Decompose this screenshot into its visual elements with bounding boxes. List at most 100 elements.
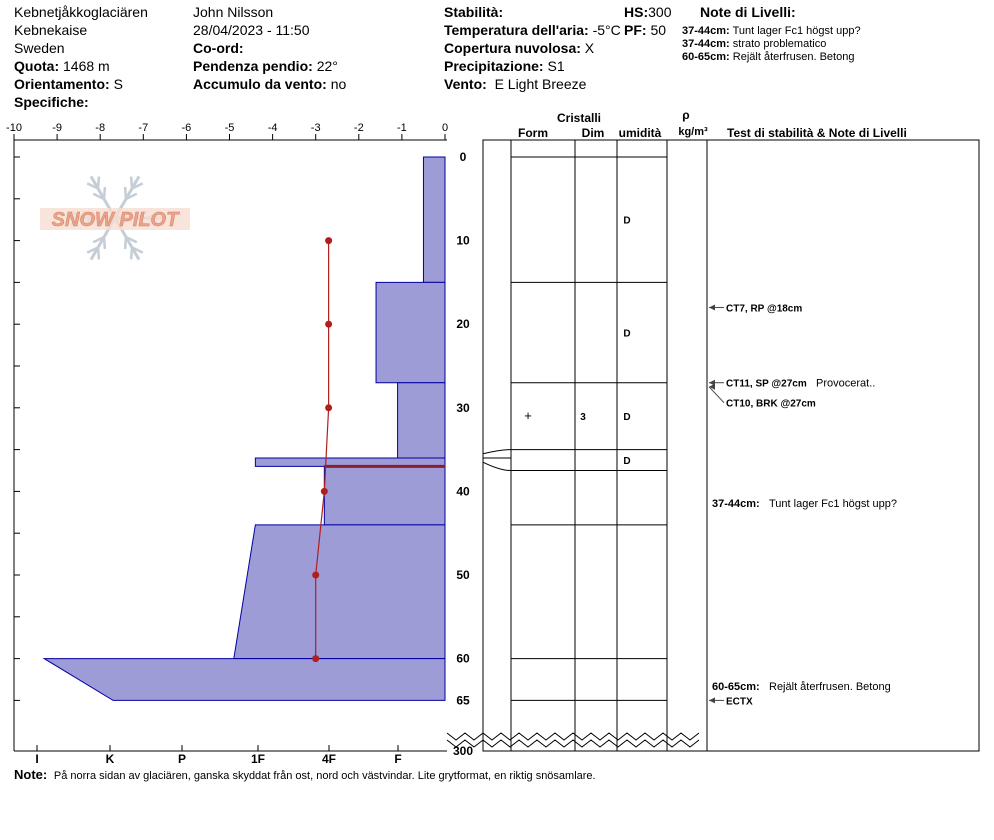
snowflake-branch	[92, 192, 105, 201]
temp-tick-label: -8	[95, 122, 105, 134]
stability-test: CT10, BRK @27cm	[726, 399, 816, 410]
sky-label: Copertura nuvolosa:	[444, 40, 581, 56]
crystals-header: Cristalli	[557, 111, 601, 125]
temp-tick-label: -7	[138, 122, 148, 134]
depth-tick-label: 10	[456, 234, 470, 248]
crystal-size: 3	[580, 412, 586, 423]
snowflake-branch	[123, 186, 128, 200]
area: Kebnekaise	[14, 22, 88, 38]
layer-connector	[482, 461, 512, 471]
stability-test: CT11, SP @27cm	[726, 379, 807, 390]
layer-comment-range: 60-65cm:	[712, 681, 760, 693]
snowflake-branch	[92, 235, 105, 244]
layer-note: 37-44cm: strato problematico	[682, 38, 826, 50]
wind-label: Vento:	[444, 76, 487, 92]
layer-notes-title-text: Note di Livelli:	[700, 4, 796, 20]
hardness-layer	[42, 658, 446, 701]
snowflake-branch	[96, 247, 101, 260]
pf-value: 50	[650, 22, 667, 38]
temp-tick-label: -6	[182, 122, 192, 134]
tests-header: Test di stabilità & Note di Livelli	[727, 126, 907, 140]
hardness-tick-label: I	[35, 752, 38, 766]
stability-test: CT7, RP @18cm	[726, 303, 802, 314]
air-temp: Temperatura dell'aria: -5°C	[444, 22, 621, 38]
layer-comment-text: Rejält återfrusen. Betong	[769, 681, 891, 693]
form-header: Form	[518, 126, 548, 140]
pf-label: PF:	[624, 22, 647, 38]
stability-label: Stabilità:	[444, 4, 504, 20]
test-pointer	[708, 386, 725, 404]
temperature-profile	[312, 237, 333, 663]
temperature-point	[325, 237, 333, 245]
coord-label: Co-ord:	[193, 40, 244, 56]
datetime: 28/04/2023 - 11:50	[193, 22, 310, 38]
stability-test: ECTX	[726, 696, 753, 707]
temperature-point	[312, 571, 320, 579]
hardness-layer	[254, 457, 446, 467]
temp-tick-label: -3	[311, 122, 321, 134]
temperature-point	[312, 655, 320, 663]
hardness-tick-label: K	[106, 752, 115, 766]
hardness-layer	[323, 465, 446, 526]
temp-tick-label: -4	[268, 122, 278, 134]
moisture-value: D	[623, 412, 630, 423]
depth-tick-label: 50	[456, 568, 470, 582]
snowflake-branch	[123, 236, 128, 250]
sky-value: X	[584, 40, 595, 56]
depth-tick-label: 40	[456, 484, 470, 498]
temperature-point	[325, 320, 333, 328]
depth-tick-label: 20	[456, 317, 470, 331]
snowflake-branch	[125, 192, 138, 201]
layer-note-range: 37-44cm:	[682, 38, 730, 50]
sky-cover: Copertura nuvolosa: X	[444, 40, 594, 56]
note-text: På norra sidan av glaciären, ganska skyd…	[53, 770, 596, 782]
depth-tick-label: 0	[460, 150, 467, 164]
stability: Stabilità:	[444, 4, 503, 20]
wind-loading-value: no	[330, 76, 347, 92]
moisture-value: D	[623, 329, 630, 340]
snowpilot-logo: SNOW PILOT	[40, 175, 190, 261]
layer-connector	[482, 449, 512, 455]
table-frame	[482, 139, 980, 752]
observer: John Nilsson	[193, 4, 274, 20]
snowflake-branch	[102, 236, 107, 250]
hs: HS:300	[624, 4, 671, 20]
snowflake-branch	[129, 176, 134, 189]
test-arrow-icon	[709, 383, 715, 390]
layer-table: Cristalli Form Dim umidità ρ kg/m³ Test di sta…	[446, 108, 980, 752]
elevation: Quota: 1468 m	[14, 58, 110, 74]
footer-note: Note: På norra sidan av glaciären, gansk…	[14, 767, 596, 784]
layer-note-text: Tunt lager Fc1 högst upp?	[732, 25, 861, 37]
wind-loading: Accumulo da vento: no	[193, 76, 346, 92]
specifics-label: Specifiche:	[14, 94, 89, 110]
note-label: Note:	[14, 767, 48, 782]
hardness-layer	[375, 281, 446, 384]
snowflake-branch	[131, 182, 144, 190]
pf: PF: 50	[624, 22, 666, 38]
snowflake-branch	[102, 186, 107, 200]
hardness-tick-label: P	[178, 752, 186, 766]
hs-label: HS:	[624, 4, 649, 20]
temp-tick-label: 0	[442, 122, 448, 134]
snowflake-branch	[86, 246, 99, 254]
test-arrow-icon	[709, 697, 715, 704]
test-arrow-icon	[709, 379, 715, 386]
precip-label: Precipitazione:	[444, 58, 544, 74]
moisture-value: D	[623, 456, 630, 467]
temp-tick-label: -10	[6, 122, 22, 134]
logo-banner	[40, 208, 190, 230]
layer-comment-range: 37-44cm:	[712, 498, 760, 510]
wind-value: E Light Breeze	[494, 76, 587, 92]
coordinates: Co-ord:	[193, 40, 244, 56]
specifics: Specifiche:	[14, 94, 89, 110]
slope-label: Pendenza pendio:	[193, 58, 313, 74]
layer-note-text: Rejält återfrusen. Betong	[732, 51, 855, 63]
depth-tick-label: 60	[456, 652, 470, 666]
depth-break-zigzag	[446, 739, 700, 748]
hardness-tick-label: 4F	[322, 752, 336, 766]
temp-tick-label: -9	[52, 122, 62, 134]
hardness-layer	[233, 524, 446, 660]
hardness-tick-label: F	[394, 752, 401, 766]
temp-tick-label: -1	[397, 122, 407, 134]
